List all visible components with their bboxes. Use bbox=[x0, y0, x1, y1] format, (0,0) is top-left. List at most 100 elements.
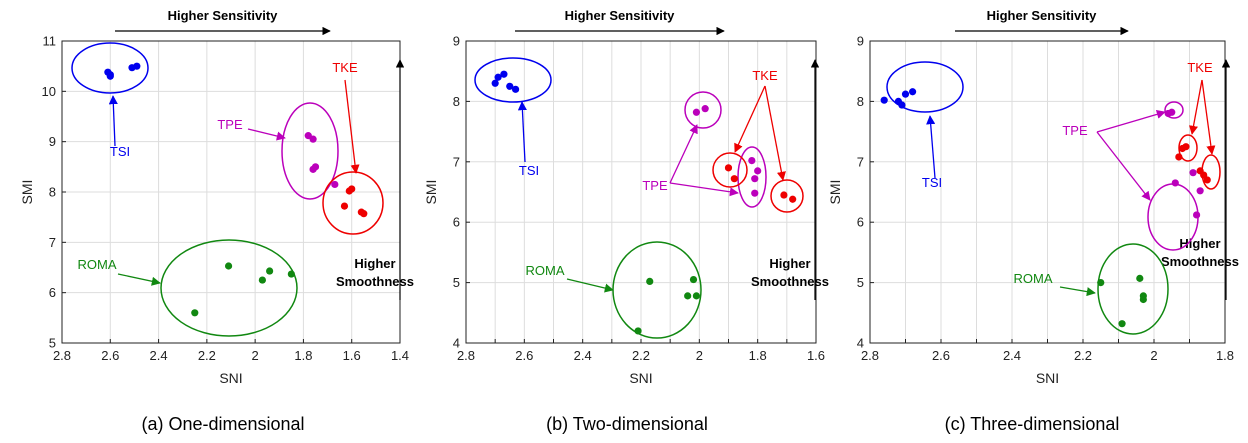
roma-group-arrow bbox=[566, 278, 614, 293]
roma-data-point bbox=[1097, 279, 1105, 287]
x-tick-label: 2.6 bbox=[515, 348, 533, 363]
tpe-group-arrow bbox=[1096, 109, 1166, 133]
tpe-group-label: TPE bbox=[217, 117, 243, 132]
tsi-group-arrow bbox=[517, 101, 527, 163]
y-tick-label: 9 bbox=[49, 134, 56, 149]
tke-data-point bbox=[724, 164, 733, 172]
y-tick-label: 4 bbox=[857, 336, 864, 351]
y-tick-label: 7 bbox=[49, 235, 56, 250]
tke-group-arrow bbox=[734, 85, 766, 153]
tke-cluster-ellipse bbox=[712, 152, 748, 188]
roma-group-label: ROMA bbox=[526, 263, 565, 278]
y-tick-label: 8 bbox=[49, 185, 56, 200]
tke-data-point bbox=[730, 175, 738, 183]
tpe-group-arrow bbox=[1096, 131, 1151, 201]
tke-data-point bbox=[360, 210, 368, 218]
tke-data-point bbox=[1182, 143, 1190, 151]
x-tick-label: 1.6 bbox=[343, 348, 361, 363]
tke-group-arrow bbox=[344, 79, 360, 174]
roma-cluster-ellipse bbox=[1097, 243, 1169, 335]
tsi-data-point bbox=[106, 71, 114, 79]
y-tick-label: 7 bbox=[857, 154, 864, 169]
y-tick-label: 9 bbox=[453, 34, 460, 49]
x-axis-label: SNI bbox=[629, 370, 652, 386]
tpe-data-point bbox=[1193, 211, 1201, 219]
caption-a: (a) One-dimensional bbox=[141, 414, 304, 434]
x-axis-label: SNI bbox=[1036, 370, 1059, 386]
roma-group-arrow bbox=[1059, 286, 1096, 297]
roma-data-point bbox=[634, 327, 642, 335]
tpe-data-point bbox=[751, 175, 759, 183]
y-tick-label: 5 bbox=[453, 275, 460, 290]
tke-cluster-ellipse bbox=[322, 171, 384, 235]
tsi-data-point bbox=[494, 73, 502, 81]
tsi-cluster-ellipse bbox=[474, 57, 552, 103]
tpe-cluster-ellipse bbox=[737, 146, 767, 208]
tpe-data-point bbox=[331, 180, 339, 189]
panel-a: 2.8 2.6 2.4 2.2 2 1.8 1.6 1.4 5 6 7 8 9 10 11 SNI SMI Hig… bbox=[19, 8, 414, 386]
tpe-data-point bbox=[701, 105, 709, 113]
y-tick-label: 6 bbox=[453, 215, 460, 230]
tsi-data-point bbox=[901, 90, 910, 98]
tpe-group-arrow bbox=[247, 128, 286, 141]
tsi-data-point bbox=[880, 96, 888, 104]
caption-c: (c) Three-dimensional bbox=[945, 414, 1120, 434]
x-tick-label: 2.2 bbox=[1074, 348, 1092, 363]
tpe-data-point bbox=[1189, 169, 1197, 177]
x-tick-label: 1.6 bbox=[807, 348, 825, 363]
y-tick-label: 6 bbox=[857, 215, 864, 230]
x-tick-label: 1.8 bbox=[749, 348, 767, 363]
tke-data-point bbox=[789, 195, 797, 203]
sensitivity-label: Higher Sensitivity bbox=[565, 8, 676, 23]
tsi-group-label: TSI bbox=[519, 163, 539, 178]
tke-group-label: TKE bbox=[332, 60, 358, 75]
y-tick-label: 11 bbox=[43, 34, 57, 49]
smoothness-label-line1: Higher bbox=[769, 256, 810, 271]
smoothness-label-line1: Higher bbox=[354, 256, 395, 271]
y-tick-label: 6 bbox=[49, 285, 56, 300]
tke-data-point bbox=[780, 191, 788, 199]
roma-data-point bbox=[191, 309, 199, 317]
roma-data-point bbox=[1136, 274, 1144, 282]
y-tick-label: 10 bbox=[42, 84, 56, 99]
y-tick-label: 8 bbox=[857, 94, 864, 109]
tke-group-arrow bbox=[1189, 79, 1203, 135]
tsi-cluster-ellipse bbox=[886, 61, 964, 113]
y-tick-label: 5 bbox=[857, 275, 864, 290]
roma-data-point bbox=[692, 292, 701, 300]
x-axis-label: SNI bbox=[219, 370, 242, 386]
x-tick-label: 1.8 bbox=[294, 348, 312, 363]
tpe-data-point bbox=[692, 108, 701, 116]
panel-c: 2.8 2.6 2.4 2.2 2 1.8 4 5 6 7 8 9 SNI SMI Higher Sensi… bbox=[827, 8, 1239, 386]
tpe-data-point bbox=[754, 167, 762, 175]
y-axis-label: SMI bbox=[423, 180, 439, 205]
x-tick-label: 2 bbox=[1150, 348, 1157, 363]
tsi-group-arrow bbox=[926, 115, 936, 179]
roma-group-label: ROMA bbox=[1014, 271, 1053, 286]
roma-data-point bbox=[287, 270, 295, 278]
tpe-group-arrow bbox=[669, 182, 739, 197]
x-tick-label: 2.6 bbox=[932, 348, 950, 363]
roma-cluster-ellipse bbox=[160, 239, 298, 337]
sensitivity-label: Higher Sensitivity bbox=[987, 8, 1098, 23]
tke-group-arrow bbox=[1201, 79, 1216, 155]
roma-group-label: ROMA bbox=[78, 257, 117, 272]
roma-data-point bbox=[689, 275, 698, 284]
smoothness-label-line1: Higher bbox=[1179, 236, 1220, 251]
y-axis-label: SMI bbox=[827, 180, 843, 205]
tke-data-point bbox=[340, 202, 349, 210]
tsi-data-point bbox=[133, 62, 141, 70]
x-tick-label: 2.4 bbox=[574, 348, 592, 363]
tpe-data-point bbox=[751, 189, 759, 197]
tpe-data-point bbox=[311, 163, 320, 171]
tpe-data-point bbox=[748, 156, 756, 165]
tsi-data-point bbox=[511, 85, 520, 93]
tke-group-label: TKE bbox=[752, 68, 778, 83]
roma-data-point bbox=[646, 277, 654, 285]
roma-group-arrow bbox=[117, 273, 161, 286]
roma-data-point bbox=[1118, 320, 1126, 328]
y-tick-label: 9 bbox=[857, 34, 864, 49]
x-tick-label: 2.6 bbox=[101, 348, 119, 363]
tsi-data-point bbox=[491, 79, 499, 87]
